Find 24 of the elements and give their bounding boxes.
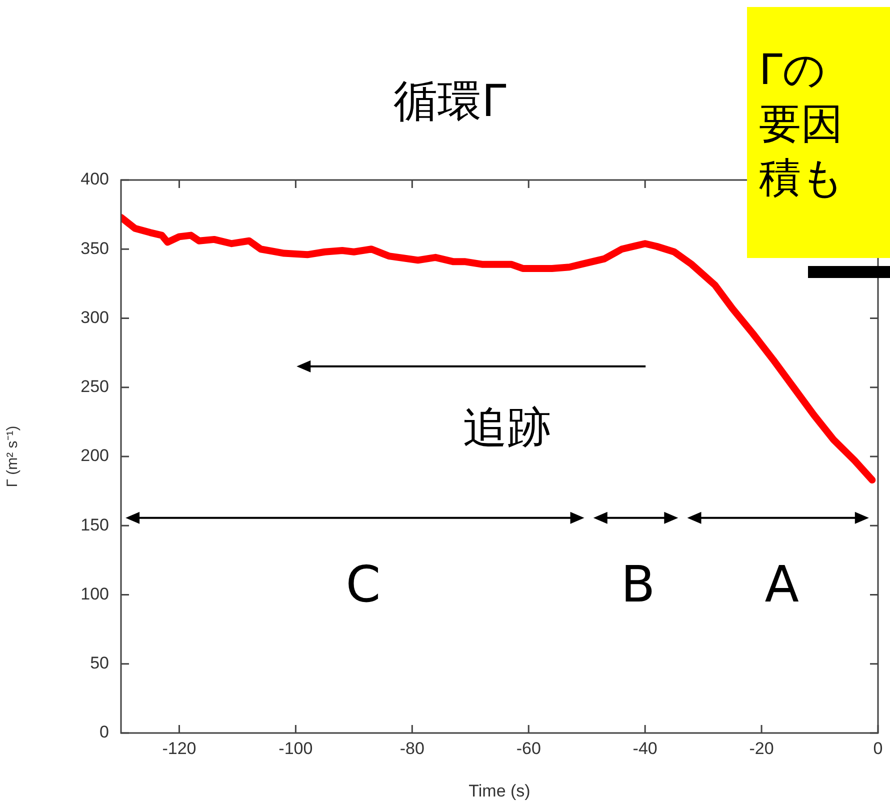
annotation: C [346, 556, 381, 614]
annotation: 追跡 [463, 402, 552, 454]
y-tick-label: 400 [80, 170, 109, 189]
annotation: A [764, 556, 799, 614]
y-tick-label: 100 [80, 584, 109, 604]
y-tick-label: 350 [80, 238, 109, 258]
y-tick-label: 0 [100, 722, 109, 742]
y-tick-label: 150 [80, 515, 109, 534]
y-tick-label: 50 [90, 654, 109, 673]
annotation: Γの要因積も [747, 7, 890, 258]
annotation: B [620, 556, 656, 614]
y-tick-label: 250 [80, 377, 109, 396]
x-tick-label: -100 [278, 738, 313, 758]
y-tick-label: 300 [80, 308, 109, 327]
y-axis-title: Γ (m² s⁻¹) [4, 426, 22, 488]
x-tick-label: -40 [632, 738, 658, 758]
x-tick-label: -120 [162, 738, 196, 758]
x-tick-label: 0 [873, 738, 883, 758]
chart-title: 循環Γ [392, 75, 508, 129]
x-axis-title: Time (s) [468, 781, 530, 800]
y-tick-label: 200 [80, 446, 109, 466]
x-tick-label: -60 [516, 738, 541, 758]
x-tick-label: -80 [400, 738, 424, 758]
x-tick-label: -20 [749, 738, 774, 758]
